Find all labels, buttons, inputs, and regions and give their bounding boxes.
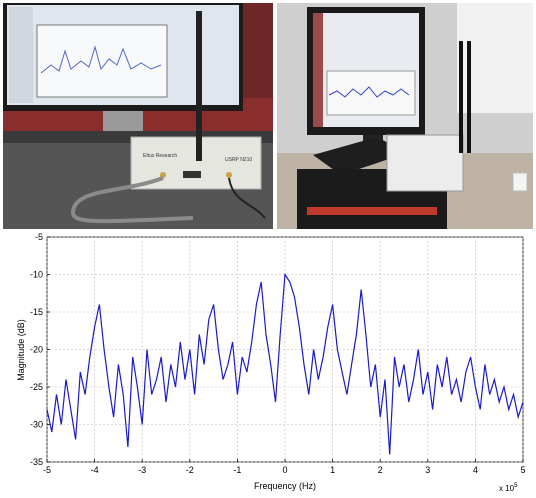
y-tick-label: -10 [30, 270, 43, 280]
x-axis-ticks: -5 -4 -3 -2 -1 0 1 2 3 4 5 [43, 459, 526, 475]
y-tick-label: -5 [35, 232, 43, 242]
usrp-vendor-label: Ettus Research [143, 153, 177, 159]
spectrum-chart: -5 -4 -3 -2 -1 0 1 2 3 4 5 -5-10-15-20-25-30-35 Fr… [16, 232, 526, 493]
photo-left-illustration: Ettus Research USRP N210 [3, 3, 273, 229]
x-multiplier-exponent: 5 [514, 483, 518, 489]
x-tick-label: 1 [330, 465, 335, 475]
photo-lab-setup-pc-usrp [277, 3, 533, 229]
x-tick-label: -5 [43, 465, 51, 475]
antenna [196, 11, 202, 161]
y-axis-label: Magnitude (dB) [16, 319, 26, 381]
y-axis-ticks: -5 -10 -15 -20 -25 -30 -35 [30, 232, 50, 467]
usrp-model-label: USRP N210 [225, 157, 252, 163]
x-tick-label: 4 [473, 465, 478, 475]
x-axis-label: Frequency (Hz) [254, 481, 316, 491]
keyboard [313, 137, 407, 175]
y-tick-label: -25 [30, 382, 43, 392]
x-tick-label: 5 [520, 465, 525, 475]
x-multiplier-base: x 10 [499, 484, 515, 493]
x-tick-label: -4 [91, 465, 99, 475]
x-tick-label: -1 [233, 465, 241, 475]
x-tick-label: 3 [425, 465, 430, 475]
x-tick-label: 0 [282, 465, 287, 475]
x-tick-label: -2 [186, 465, 194, 475]
y-tick-label: -30 [30, 420, 43, 430]
x-tick-label: 2 [378, 465, 383, 475]
y-tick-label: -15 [30, 307, 43, 317]
photo-right-illustration [277, 3, 533, 229]
x-tick-label: -3 [138, 465, 146, 475]
y-tick-label: -35 [30, 457, 43, 467]
y-tick-label: -20 [30, 345, 43, 355]
usrp-device-right [386, 134, 464, 192]
x-multiplier: x 105 [499, 483, 518, 493]
photo-lab-setup-monitor-usrp: Ettus Research USRP N210 [3, 3, 273, 229]
series-line-magnitude [46, 272, 524, 455]
spectrum-plot: -5 -4 -3 -2 -1 0 1 2 3 4 5 -5 -10 -15 -20 -25 -30 -35 Fr… [0, 230, 536, 493]
